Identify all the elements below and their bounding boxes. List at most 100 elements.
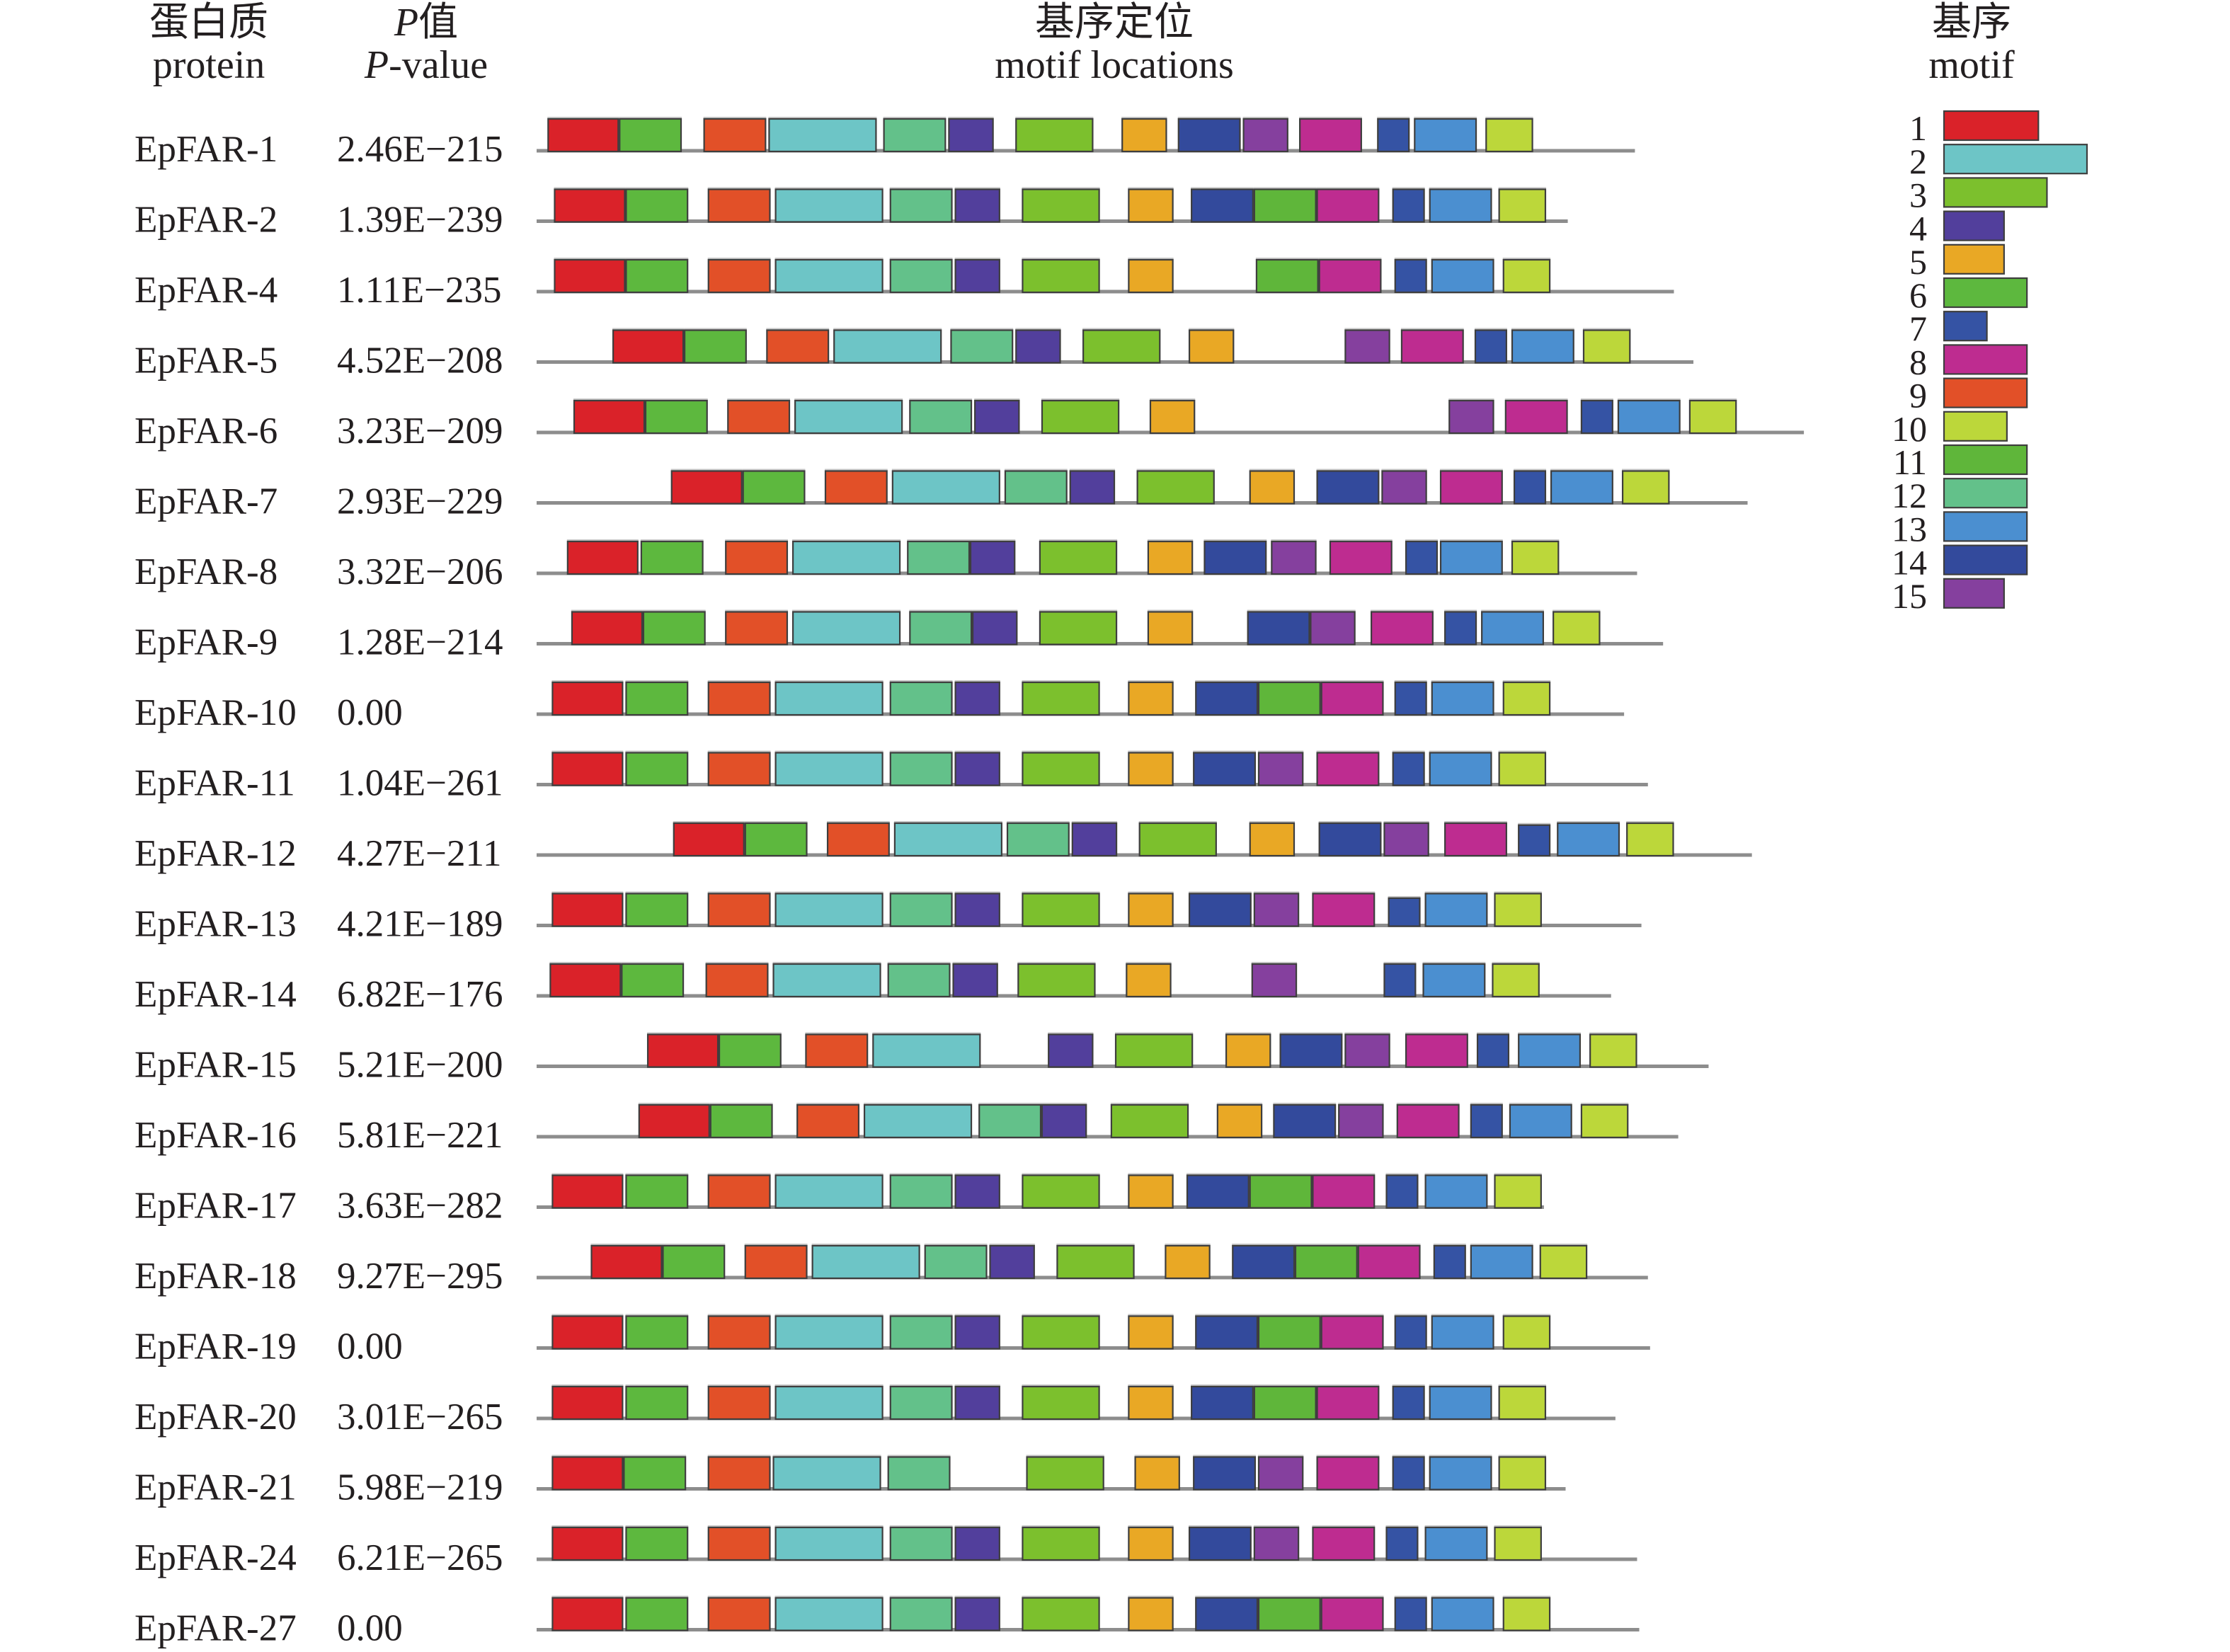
motif-5-box <box>1126 963 1172 998</box>
motif-box-top-edge <box>1433 1244 1466 1246</box>
motif-7-box <box>1394 258 1427 294</box>
motif-box-top-edge <box>954 1525 1000 1527</box>
motif-box-top-edge <box>1147 539 1194 541</box>
motif-13-box <box>1511 329 1574 364</box>
motif-box-top-edge <box>1424 1173 1488 1176</box>
motif-8-box <box>1400 329 1464 364</box>
motif-4-box <box>952 963 998 998</box>
motif-13-box <box>1429 188 1492 223</box>
legend-motif-number: 6 <box>1909 275 1927 315</box>
p-symbol: P <box>394 1 418 45</box>
motif-11-box <box>1257 1315 1321 1350</box>
motif-5-box <box>1128 1597 1174 1631</box>
motif-box-top-edge <box>625 750 689 753</box>
legend-swatch-motif-8 <box>1943 344 2028 375</box>
motif-12-box <box>1004 470 1068 505</box>
motif-2-box <box>774 1385 884 1421</box>
motif-box-top-edge <box>1312 1173 1376 1176</box>
p-value: 9.27E−295 <box>337 1256 503 1297</box>
motif-13-box <box>1414 117 1477 153</box>
motif-13-box <box>1422 963 1486 998</box>
motif-box-top-edge <box>1394 258 1427 260</box>
motif-3-box <box>1022 893 1100 927</box>
motif-box-top-edge <box>827 821 890 823</box>
legend-item: 14 <box>1892 543 2028 583</box>
protein-row: EpFAR-6 3.23E−209 <box>135 398 1805 452</box>
motif-6-box <box>625 681 689 716</box>
legend-swatch-motif-1 <box>1943 110 2040 142</box>
motif-7-box <box>1392 1385 1425 1421</box>
motif-box-top-edge <box>1392 750 1425 753</box>
motif-box-top-edge <box>1041 398 1120 401</box>
motif-box-top-edge <box>1128 1314 1174 1317</box>
protein-name: EpFAR-7 <box>135 481 278 522</box>
motif-13-box <box>1424 1526 1488 1561</box>
legend-swatch-motif-5 <box>1943 243 2005 275</box>
motif-box-top-edge <box>1424 891 1488 894</box>
motif-14-box <box>1195 1315 1259 1350</box>
p-value: 6.21E−265 <box>337 1537 503 1578</box>
legend-item: 7 <box>1909 309 1988 348</box>
motif-box-top-edge <box>707 680 771 682</box>
motif-9-box <box>707 1385 771 1421</box>
motif-box-top-edge <box>625 187 689 190</box>
motif-1-box <box>551 1456 624 1491</box>
motif-3-box <box>1136 470 1215 505</box>
motif-10-box <box>1621 470 1670 505</box>
motif-box-top-edge <box>974 398 1020 401</box>
motif-box-top-edge <box>1041 1103 1087 1105</box>
motif-15-box <box>1253 893 1300 927</box>
motif-box-top-edge <box>1511 539 1560 541</box>
motif-box-top-edge <box>954 187 1000 190</box>
motif-1-box <box>646 1033 719 1068</box>
motif-1-box <box>551 681 624 716</box>
legend-title-zh: 基序 <box>1932 1 2011 45</box>
motif-box-top-edge <box>1255 258 1319 260</box>
motif-box-top-edge <box>824 469 888 471</box>
motif-7-box <box>1394 1315 1427 1350</box>
motif-6-box <box>621 963 685 998</box>
motif-12-box <box>889 1597 953 1631</box>
motif-6-box <box>662 1244 726 1280</box>
motif-box-top-edge <box>1022 1173 1100 1176</box>
motif-11-box <box>1253 188 1317 223</box>
motif-15-box <box>1251 963 1298 998</box>
p-value: 4.27E−211 <box>337 833 502 874</box>
protein-name: EpFAR-21 <box>135 1467 297 1508</box>
motif-box-top-edge <box>1253 187 1317 190</box>
motif-7-box <box>1444 611 1477 646</box>
motif-box-top-edge <box>573 398 645 401</box>
motif-1-box <box>573 399 646 435</box>
p-value-header-en: P-value <box>364 43 488 87</box>
motif-15-box <box>1253 1526 1300 1561</box>
motif-4-box <box>1015 329 1061 364</box>
motif-2-box <box>772 963 881 998</box>
motif-12-box <box>887 1456 951 1491</box>
motif-box-top-edge <box>1056 1244 1135 1246</box>
motif-15-box <box>1257 1456 1304 1491</box>
motif-box-top-edge <box>954 258 1000 260</box>
motif-box-top-edge <box>924 1244 988 1246</box>
motif-7-box <box>1474 329 1507 364</box>
motif-14-box <box>1188 893 1252 927</box>
motif-13-box <box>1470 1244 1533 1280</box>
motif-5-box <box>1147 611 1194 646</box>
motif-box-top-edge <box>673 821 745 823</box>
motif-box-top-edge <box>1514 469 1546 471</box>
p-value: 3.23E−209 <box>337 411 503 452</box>
motif-3-box <box>1110 1103 1189 1139</box>
p-value: 1.04E−261 <box>337 763 503 804</box>
motif-box-top-edge <box>551 680 624 682</box>
motif-10-box <box>1589 1033 1637 1068</box>
motif-7-box <box>1392 752 1425 786</box>
motif-box-top-edge <box>772 1455 881 1457</box>
motif-box-top-edge <box>551 1314 624 1317</box>
motif-6-box <box>709 1103 773 1139</box>
legend-swatch-motif-4 <box>1943 210 2005 241</box>
motif-box-top-edge <box>1189 1525 1252 1527</box>
motif-8-box <box>1320 1315 1384 1350</box>
p-value: 1.39E−239 <box>337 200 503 241</box>
legend-swatch-motif-15 <box>1943 578 2005 609</box>
motif-box-top-edge <box>794 398 903 401</box>
